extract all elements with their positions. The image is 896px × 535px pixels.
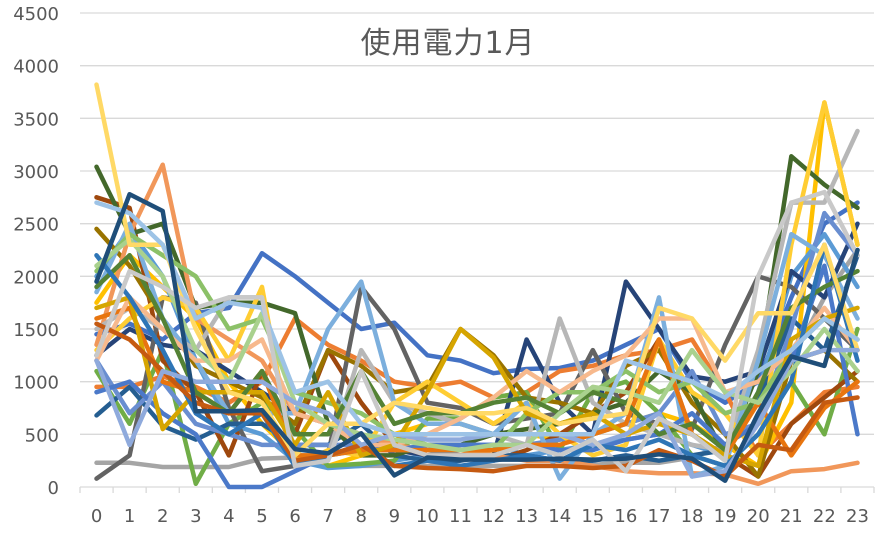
plot-area <box>94 82 860 490</box>
x-tick-label: 18 <box>681 506 704 527</box>
x-tick-label: 19 <box>714 506 737 527</box>
x-tick-label: 10 <box>416 506 439 527</box>
y-tick-label: 4000 <box>13 57 59 78</box>
x-tick-label: 14 <box>548 506 571 527</box>
series-line <box>94 295 860 469</box>
x-tick-label: 6 <box>289 506 300 527</box>
series-line <box>94 191 860 483</box>
x-tick-label: 1 <box>124 506 135 527</box>
series-line <box>94 162 860 487</box>
x-tick-label: 3 <box>190 506 201 527</box>
x-tick-label: 9 <box>389 506 400 527</box>
x-tick-label: 23 <box>846 506 869 527</box>
x-tick-label: 15 <box>581 506 604 527</box>
x-tick-label: 2 <box>157 506 168 527</box>
series-line <box>94 189 860 474</box>
y-tick-label: 4500 <box>13 4 59 25</box>
y-tick-label: 1500 <box>13 320 59 341</box>
x-tick-label: 0 <box>91 506 102 527</box>
y-axis: 0 500 1000 1500 2000 2500 3000 3500 4000 4500 <box>13 4 59 499</box>
y-tick-label: 3500 <box>13 109 59 130</box>
y-tick-label: 3000 <box>13 162 59 183</box>
x-tick-label: 7 <box>322 506 333 527</box>
x-tick-label: 8 <box>355 506 366 527</box>
x-tick-label: 17 <box>648 506 671 527</box>
x-axis: 0 1 2 3 4 5 6 7 8 9 10 11 12 13 14 15 16 17 18 19 20 21 22 23 <box>79 486 875 527</box>
x-tick-label: 21 <box>780 506 803 527</box>
x-tick-label: 12 <box>482 506 505 527</box>
x-tick-label: 4 <box>223 506 234 527</box>
x-tick-label: 16 <box>614 506 637 527</box>
series-line <box>94 316 860 458</box>
y-tick-label: 1000 <box>13 373 59 394</box>
y-tick-label: 0 <box>48 478 59 499</box>
series-line <box>94 200 860 437</box>
series-line <box>94 347 860 479</box>
x-tick-label: 11 <box>449 506 472 527</box>
y-tick-label: 2500 <box>13 215 59 236</box>
y-tick-label: 500 <box>25 425 59 446</box>
x-tick-label: 22 <box>813 506 836 527</box>
x-tick-label: 13 <box>515 506 538 527</box>
y-tick-label: 2000 <box>13 267 59 288</box>
x-tick-label: 5 <box>256 506 267 527</box>
x-tick-label: 20 <box>747 506 770 527</box>
